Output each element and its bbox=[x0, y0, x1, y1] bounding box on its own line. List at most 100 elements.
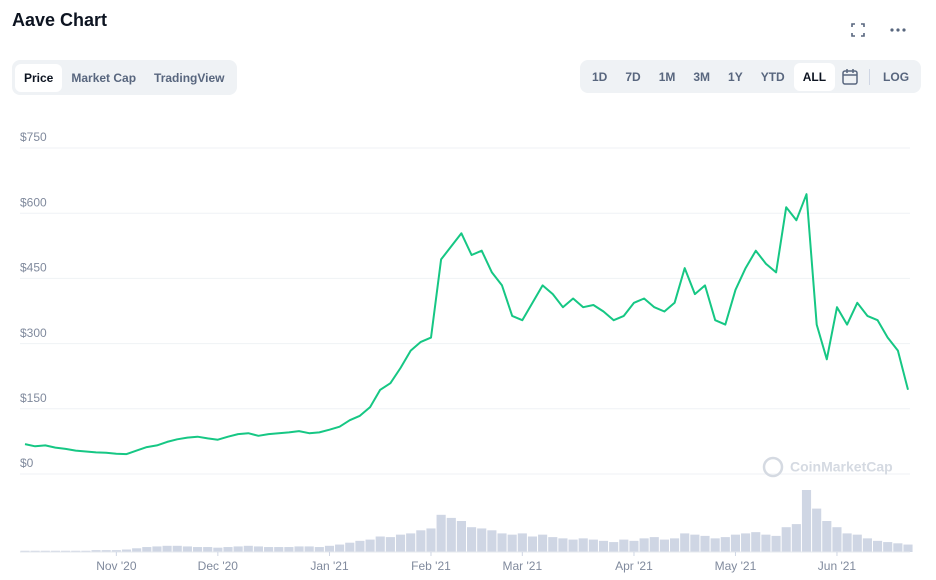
volume-bar bbox=[314, 547, 324, 552]
volume-bar bbox=[182, 546, 192, 552]
volume-bar bbox=[192, 547, 203, 552]
log-button[interactable]: LOG bbox=[883, 69, 910, 84]
x-tick-label: Feb '21 bbox=[411, 559, 451, 573]
x-tick-label: Dec '20 bbox=[198, 559, 239, 573]
volume-bar bbox=[61, 550, 71, 552]
range-button[interactable]: 7D bbox=[625, 69, 641, 84]
calendar-icon[interactable] bbox=[835, 67, 865, 87]
volume-bar bbox=[142, 547, 152, 552]
volume-bar bbox=[324, 545, 335, 552]
volume-bar bbox=[649, 537, 659, 552]
volume-bar bbox=[436, 514, 446, 552]
volume-bar bbox=[791, 524, 801, 552]
volume-bar bbox=[223, 547, 233, 552]
volume-bar bbox=[20, 550, 30, 552]
volume-bar bbox=[507, 534, 517, 552]
volume-bar bbox=[527, 536, 538, 552]
header-icons bbox=[851, 23, 906, 37]
watermark: CoinMarketCap bbox=[790, 459, 893, 475]
volume-bar bbox=[669, 538, 680, 552]
volume-bar bbox=[588, 539, 598, 552]
tab-button[interactable]: TradingView bbox=[154, 70, 225, 85]
range-button[interactable]: ALL bbox=[793, 62, 836, 91]
x-tick-label: May '21 bbox=[715, 559, 757, 573]
tab-group: Price Market Cap TradingView bbox=[12, 60, 237, 95]
y-tick-label: $450 bbox=[20, 261, 47, 275]
y-tick-label: $300 bbox=[20, 326, 47, 340]
volume-bar bbox=[629, 540, 639, 552]
volume-bar bbox=[893, 543, 903, 552]
volume-bar bbox=[121, 549, 132, 552]
volume-bar bbox=[101, 550, 111, 552]
volume-bar bbox=[619, 539, 629, 552]
volume-bar bbox=[375, 536, 385, 552]
volume-bar bbox=[568, 539, 578, 552]
volume-bar bbox=[152, 546, 162, 552]
x-tick-label: Nov '20 bbox=[96, 559, 137, 573]
volume-bar bbox=[548, 537, 558, 552]
volume-bar bbox=[822, 521, 832, 552]
volume-bar bbox=[467, 527, 477, 552]
volume-bar bbox=[81, 550, 91, 552]
volume-bar bbox=[741, 533, 751, 552]
volume-bar bbox=[517, 533, 527, 552]
volume-bar bbox=[700, 535, 710, 552]
volume-bar bbox=[872, 540, 883, 552]
volume-bar bbox=[172, 545, 182, 552]
volume-bar bbox=[274, 547, 284, 552]
volume-bar bbox=[213, 547, 223, 552]
volume-bar bbox=[639, 538, 649, 552]
y-tick-label: $600 bbox=[20, 195, 47, 209]
volume-bar bbox=[781, 527, 791, 552]
volume-bar bbox=[264, 547, 274, 552]
volume-bar bbox=[253, 546, 264, 552]
volume-bar bbox=[761, 534, 771, 552]
more-icon[interactable] bbox=[890, 28, 906, 32]
fullscreen-icon[interactable] bbox=[851, 23, 865, 37]
volume-bar bbox=[578, 538, 588, 552]
volume-bar bbox=[487, 530, 497, 552]
volume-bar bbox=[406, 533, 416, 552]
volume-bar bbox=[162, 545, 172, 552]
x-tick-label: Mar '21 bbox=[503, 559, 543, 573]
volume-bar bbox=[233, 546, 243, 552]
range-button[interactable]: 3M bbox=[693, 69, 711, 84]
volume-bar bbox=[862, 538, 872, 552]
volume-bar bbox=[720, 537, 730, 552]
volume-bar bbox=[852, 534, 862, 552]
volume-bar bbox=[426, 528, 436, 552]
volume-bar bbox=[446, 517, 456, 552]
volume-bar bbox=[842, 533, 852, 552]
volume-bar bbox=[40, 550, 50, 552]
volume-bar bbox=[598, 540, 609, 552]
volume-bar bbox=[730, 534, 741, 552]
separator bbox=[869, 68, 871, 85]
volume-bar bbox=[883, 542, 893, 552]
range-button[interactable]: 1M bbox=[658, 69, 676, 84]
volume-bar bbox=[832, 527, 842, 552]
range-button[interactable]: 1D bbox=[592, 69, 608, 84]
volume-bar bbox=[385, 537, 395, 552]
volume-bar bbox=[50, 550, 61, 552]
volume-bar bbox=[355, 540, 365, 552]
volume-bar bbox=[456, 521, 466, 552]
range-button[interactable]: 1Y bbox=[728, 69, 743, 84]
volume-bar bbox=[771, 535, 781, 552]
volume-bar bbox=[558, 538, 568, 552]
volume-bar bbox=[680, 533, 690, 552]
volume-bar bbox=[335, 544, 345, 552]
range-button[interactable]: YTD bbox=[760, 69, 785, 84]
tab-button[interactable]: Market Cap bbox=[71, 70, 137, 85]
tab-button[interactable]: Price bbox=[15, 63, 63, 92]
chart-title: Aave Chart bbox=[12, 10, 108, 30]
volume-bar bbox=[690, 534, 700, 552]
range-group: 1D 7D 1M 3M 1Y YTD ALL LOG bbox=[580, 60, 922, 93]
volume-bar bbox=[497, 533, 507, 552]
y-tick-label: $0 bbox=[20, 456, 34, 470]
y-tick-label: $750 bbox=[20, 130, 47, 144]
volume-bar bbox=[659, 539, 669, 552]
volume-bar bbox=[477, 528, 487, 552]
volume-bar bbox=[812, 508, 822, 552]
